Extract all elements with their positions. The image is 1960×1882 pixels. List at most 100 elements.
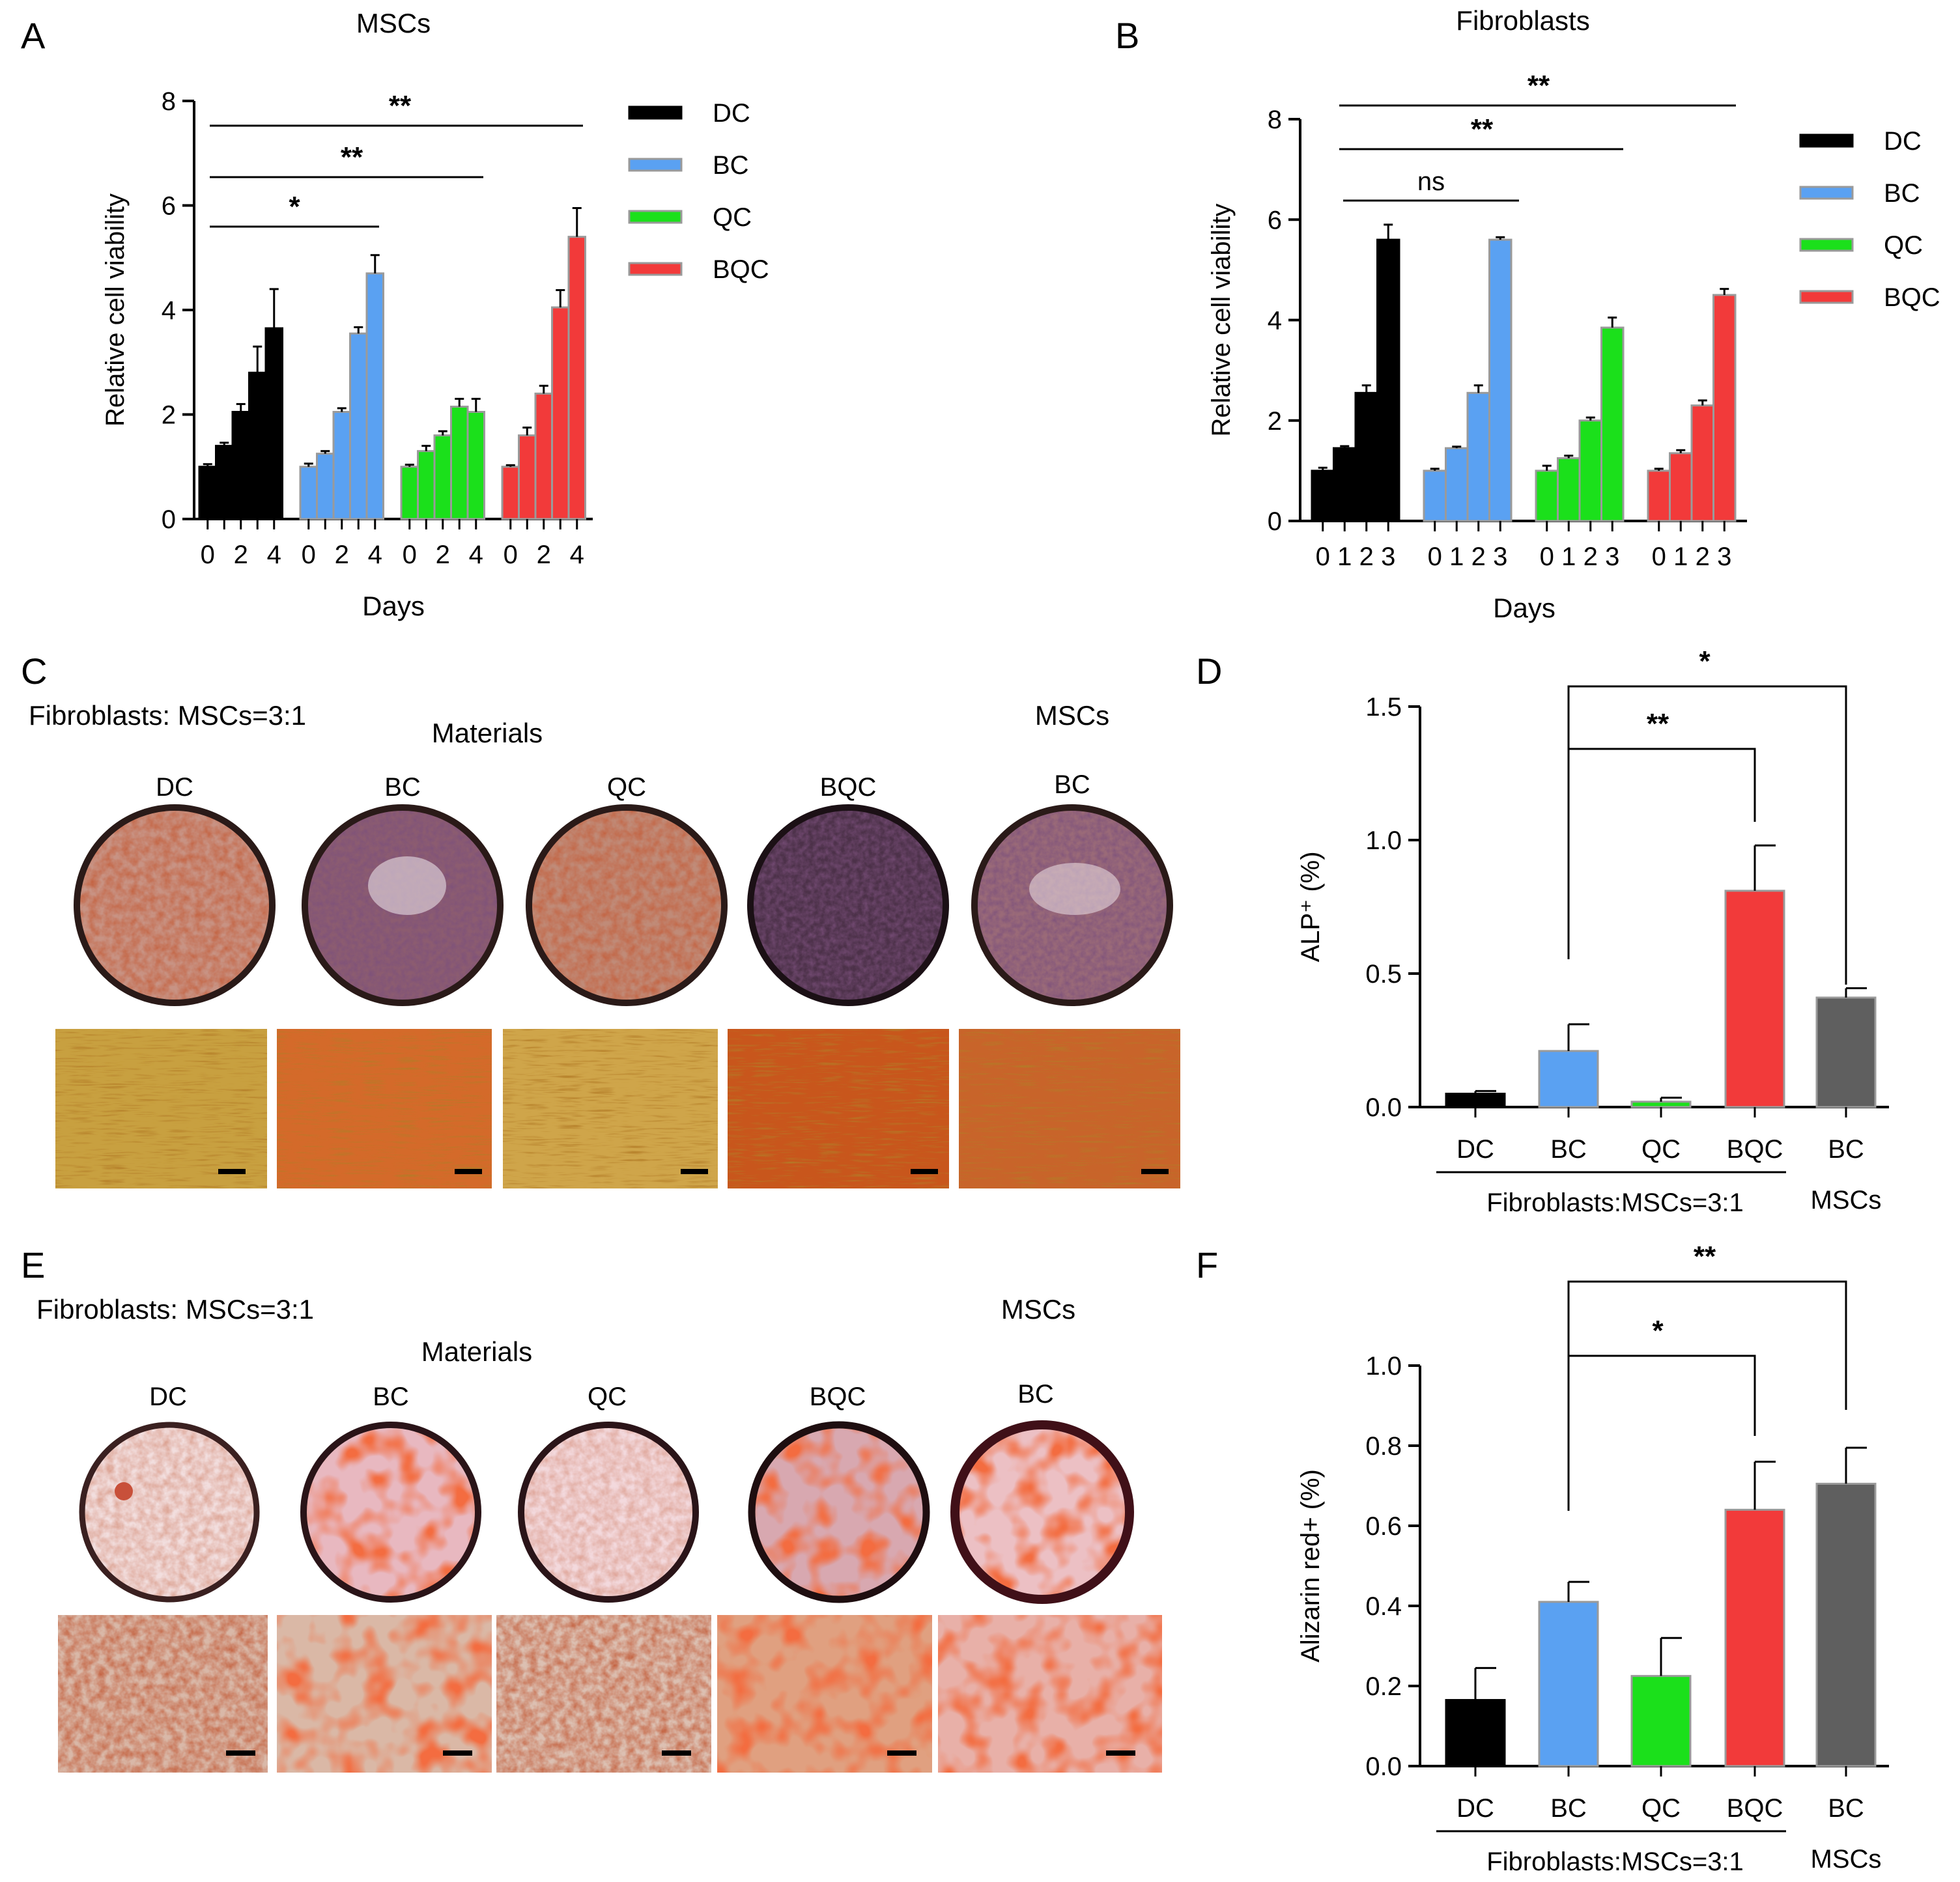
bar-qc-day-0 [1535,470,1559,522]
bar-bqc-day-2 [1690,404,1714,522]
panel-c-ratio: Fibroblasts: MSCs=3:1 [29,700,306,731]
y-tick-label: 0.8 [1365,1432,1402,1461]
x-tick-label: 4 [368,541,382,569]
y-tick-label: 8 [162,87,176,116]
significance-label: * [1699,645,1711,677]
chart-f-alizarin: 0.0 0.2 0.4 0.6 0.8 1.0 Alizarin red+ (%) DC BC Q… [1296,1241,1889,1876]
panel-e-mscs: MSCs [1001,1294,1075,1325]
legend-swatch-dc [628,105,683,120]
panel-c-label-dc: DC [156,773,193,802]
y-tick-label: 1.0 [1365,826,1402,855]
x-tick-label: 0 [1428,542,1442,571]
panel-e-well-bc [300,1422,481,1603]
bar-bqc-day-3 [1712,294,1737,522]
y-tick-label: 0.0 [1365,1093,1402,1122]
x-tick-label: 1 [1673,542,1688,571]
panel-c-micro-msc-bc [959,1029,1180,1188]
x-axis-label: Days [362,591,425,621]
bar-bc-day-2 [332,410,351,520]
chart-title: MSCs [356,8,431,38]
panel-c-well-msc-bc [971,804,1173,1006]
significance-label: * [289,191,300,223]
legend-label-bqc: BQC [713,255,769,284]
bar-bqc-day-1 [518,434,537,520]
bar-bc-day-4 [365,272,384,520]
bar-bc-mscs [1815,1482,1877,1767]
legend-b: DC BC QC BQC [1799,127,1940,312]
x-tick-label: DC [1456,1135,1494,1164]
x-tick-label: 4 [267,541,281,569]
bar-dc-day-3 [248,371,267,520]
x-tick-label: 1 [1449,542,1464,571]
bar-bqc-day-0 [501,466,520,520]
y-axis-label: ALP⁺ (%) [1296,851,1325,962]
panel-c-images: Fibroblasts: MSCs=3:1 Materials MSCs DC … [29,700,1180,1188]
legend-swatch-dc [1799,133,1854,148]
x-tick-label: 0 [504,541,518,569]
legend-swatch-qc [628,210,683,224]
panel-e-well-bqc [748,1421,930,1603]
legend-label-qc: QC [1884,231,1923,260]
legend-a: DC BC QC BQC [628,99,769,284]
bar-bc-day-2 [1466,391,1490,522]
bar-bqc-day-2 [534,392,553,520]
bar-qc-day-4 [466,410,485,520]
significance-bracket [1567,1280,1847,1511]
legend-label-qc: QC [713,203,752,232]
panel-e-micro-dc [58,1615,268,1773]
x-tick-label: 2 [1696,542,1710,571]
panel-letter-d: D [1196,651,1222,692]
y-tick-label: 0.5 [1365,960,1402,989]
bar-dc [1445,1093,1506,1108]
x-tick-label: BQC [1727,1135,1783,1164]
bar-dc-day-4 [264,327,283,520]
y-tick-label: 1.5 [1365,693,1402,722]
bar-qc-day-3 [450,405,469,520]
bar-qc-day-0 [400,466,419,520]
x-tick-label: 1 [1337,542,1352,571]
significance-label: ** [1527,70,1550,102]
bar-bc-day-3 [349,332,368,520]
y-tick-label: 0 [162,505,176,534]
significance-label: ** [341,141,363,173]
panel-e-well-msc-bc [950,1420,1134,1604]
bar-qc [1630,1101,1692,1108]
x-tick-label: 3 [1717,542,1731,571]
x-tick-label: 4 [469,541,483,569]
mscs-label: MSCs [1811,1186,1882,1215]
significance-label: * [1652,1315,1664,1347]
y-tick-label: 0.2 [1365,1672,1402,1701]
bar-dc-day-0 [198,466,217,520]
panel-e-well-qc [518,1422,699,1603]
bar-bqc [1724,1508,1785,1767]
y-axis-label: Relative cell viability [101,193,130,427]
y-tick-label: 6 [1268,206,1282,234]
panel-e-micro-bc [277,1615,492,1773]
bar-bc [1538,1050,1599,1108]
panel-e-well-dc [79,1422,260,1603]
y-tick-label: 0.6 [1365,1512,1402,1541]
group-label: Fibroblasts:MSCs=3:1 [1486,1847,1744,1876]
panel-letter-a: A [21,15,46,56]
legend-label-bc: BC [1884,179,1920,208]
x-tick-label: 1 [1561,542,1576,571]
bar-bc [1538,1601,1599,1767]
panel-e-materials: Materials [421,1336,532,1367]
panel-c-mscs: MSCs [1035,700,1109,731]
bar-qc [1630,1675,1692,1767]
panel-c-label-msc-bc: BC [1054,770,1090,799]
y-tick-label: 2 [162,401,176,430]
x-tick-label: BC [1828,1135,1864,1164]
bar-dc-day-2 [1354,391,1378,522]
x-tick-label: BC [1550,1794,1587,1823]
y-tick-label: 2 [1268,407,1282,436]
panel-c-well-bc [302,804,504,1006]
x-tick-label: 0 [201,541,215,569]
bar-qc-day-1 [1557,457,1581,522]
x-tick-label: DC [1456,1794,1494,1823]
bar-bqc-day-4 [567,236,586,520]
x-tick-label: 2 [234,541,248,569]
x-axis-label: Days [1493,593,1555,623]
bar-bc-day-3 [1488,238,1513,522]
x-tick-label: QC [1641,1135,1681,1164]
